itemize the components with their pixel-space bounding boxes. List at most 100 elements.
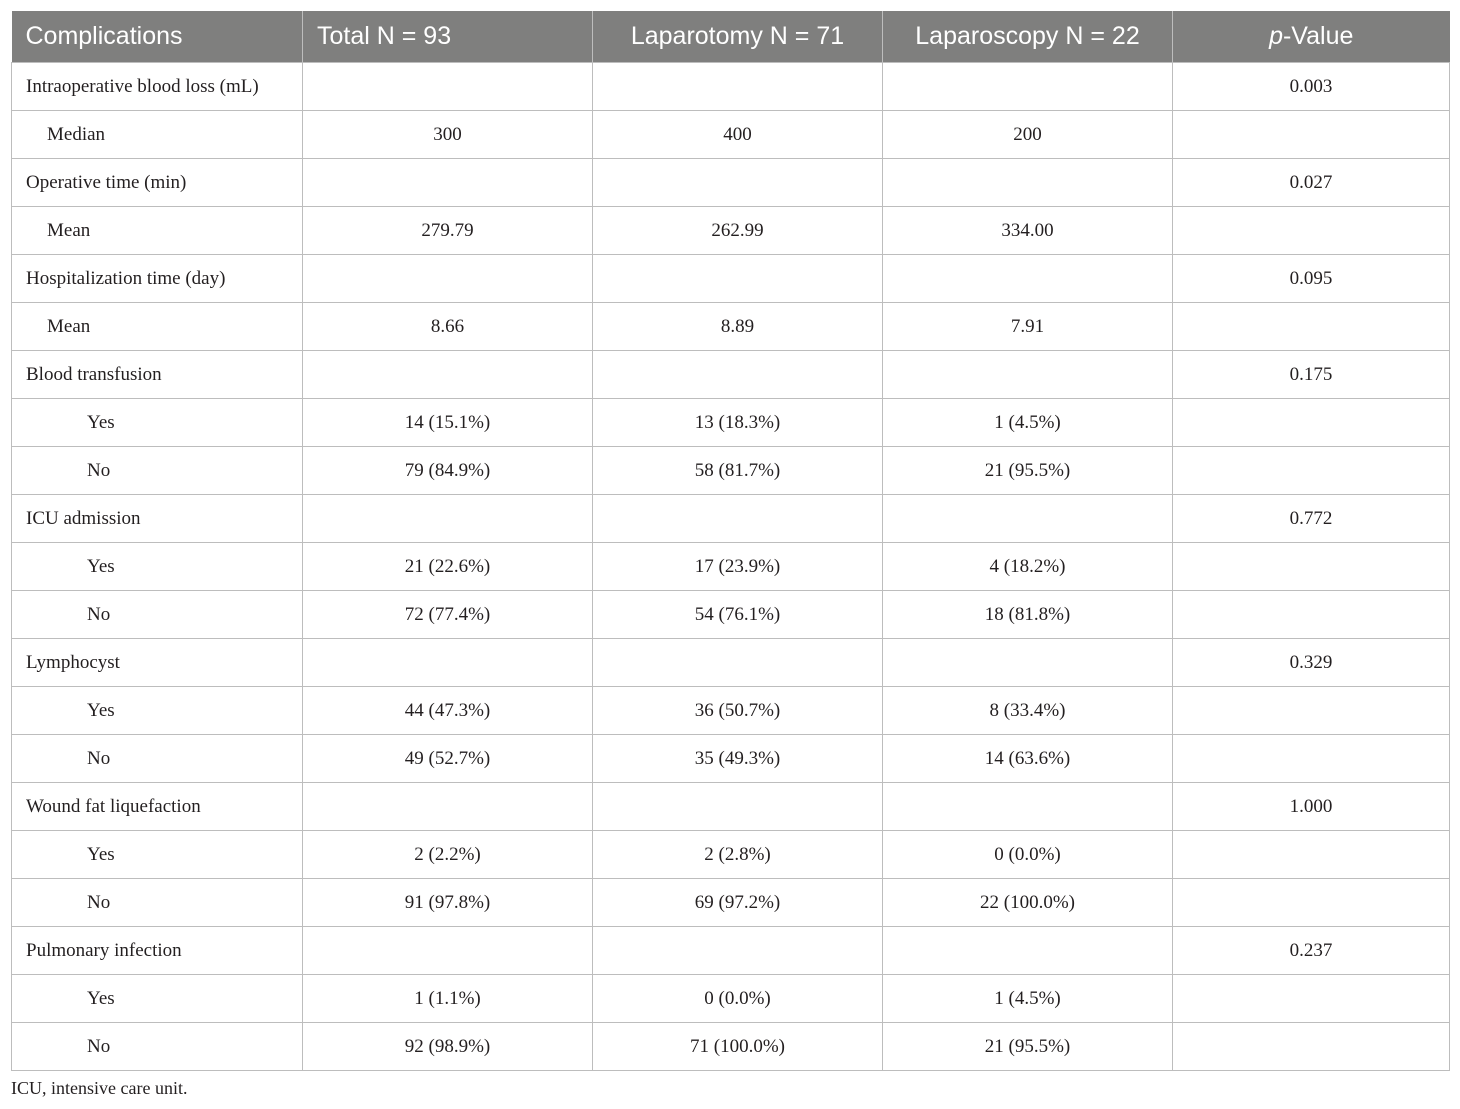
cell-p-value: 1.000 bbox=[1172, 782, 1450, 831]
cell-laparoscopy: 14 (63.6%) bbox=[882, 734, 1173, 783]
cell-p-value: 0.329 bbox=[1172, 638, 1450, 687]
header-p-value: p-Value bbox=[1172, 11, 1450, 63]
table-header: Complications Total N = 93 Laparotomy N … bbox=[11, 11, 1450, 63]
cell-laparoscopy: 4 (18.2%) bbox=[882, 542, 1173, 591]
cell-p-value bbox=[1172, 686, 1450, 735]
table-row: No 72 (77.4%) 54 (76.1%) 18 (81.8%) bbox=[11, 590, 1450, 639]
table-body: Intraoperative blood loss (mL) 0.003 Medi… bbox=[11, 62, 1450, 1071]
cell-laparotomy: 36 (50.7%) bbox=[592, 686, 883, 735]
cell-laparotomy bbox=[592, 158, 883, 207]
complications-table: Complications Total N = 93 Laparotomy N … bbox=[11, 11, 1450, 1071]
table-row: Hospitalization time (day) 0.095 bbox=[11, 254, 1450, 303]
cell-laparoscopy bbox=[882, 638, 1173, 687]
cell-laparotomy: 54 (76.1%) bbox=[592, 590, 883, 639]
header-row: Complications Total N = 93 Laparotomy N … bbox=[11, 11, 1450, 63]
table-row: Yes 14 (15.1%) 13 (18.3%) 1 (4.5%) bbox=[11, 398, 1450, 447]
cell-laparoscopy: 1 (4.5%) bbox=[882, 974, 1173, 1023]
table-row: Operative time (min) 0.027 bbox=[11, 158, 1450, 207]
cell-laparotomy: 8.89 bbox=[592, 302, 883, 351]
table-row: ICU admission 0.772 bbox=[11, 494, 1450, 543]
table-row: Mean 8.66 8.89 7.91 bbox=[11, 302, 1450, 351]
cell-total: 14 (15.1%) bbox=[302, 398, 593, 447]
cell-total bbox=[302, 350, 593, 399]
cell-p-value bbox=[1172, 590, 1450, 639]
row-label: Operative time (min) bbox=[11, 158, 303, 207]
cell-laparotomy: 400 bbox=[592, 110, 883, 159]
cell-total bbox=[302, 638, 593, 687]
cell-total bbox=[302, 254, 593, 303]
cell-total: 300 bbox=[302, 110, 593, 159]
cell-p-value bbox=[1172, 830, 1450, 879]
cell-laparotomy: 69 (97.2%) bbox=[592, 878, 883, 927]
cell-p-value: 0.772 bbox=[1172, 494, 1450, 543]
cell-laparotomy: 17 (23.9%) bbox=[592, 542, 883, 591]
table-row: Mean 279.79 262.99 334.00 bbox=[11, 206, 1450, 255]
table-row: Wound fat liquefaction 1.000 bbox=[11, 782, 1450, 831]
table-row: No 92 (98.9%) 71 (100.0%) 21 (95.5%) bbox=[11, 1022, 1450, 1071]
cell-laparotomy bbox=[592, 254, 883, 303]
table-row: Blood transfusion 0.175 bbox=[11, 350, 1450, 399]
table-row: Median 300 400 200 bbox=[11, 110, 1450, 159]
row-label: Yes bbox=[11, 974, 303, 1023]
cell-laparoscopy bbox=[882, 62, 1173, 111]
cell-laparotomy bbox=[592, 638, 883, 687]
table-row: Yes 1 (1.1%) 0 (0.0%) 1 (4.5%) bbox=[11, 974, 1450, 1023]
cell-laparoscopy bbox=[882, 782, 1173, 831]
row-label: No bbox=[11, 878, 303, 927]
row-label: No bbox=[11, 1022, 303, 1071]
table-row: No 49 (52.7%) 35 (49.3%) 14 (63.6%) bbox=[11, 734, 1450, 783]
table-row: Pulmonary infection 0.237 bbox=[11, 926, 1450, 975]
cell-laparotomy bbox=[592, 494, 883, 543]
cell-laparotomy bbox=[592, 782, 883, 831]
cell-total: 2 (2.2%) bbox=[302, 830, 593, 879]
cell-laparotomy: 58 (81.7%) bbox=[592, 446, 883, 495]
cell-laparotomy: 0 (0.0%) bbox=[592, 974, 883, 1023]
cell-total bbox=[302, 62, 593, 111]
cell-laparotomy: 71 (100.0%) bbox=[592, 1022, 883, 1071]
cell-total bbox=[302, 926, 593, 975]
row-label: Median bbox=[11, 110, 303, 159]
cell-total: 79 (84.9%) bbox=[302, 446, 593, 495]
cell-laparoscopy bbox=[882, 494, 1173, 543]
cell-p-value bbox=[1172, 110, 1450, 159]
cell-p-value bbox=[1172, 398, 1450, 447]
cell-laparotomy bbox=[592, 62, 883, 111]
table-footnote: ICU, intensive care unit. bbox=[11, 1078, 188, 1098]
cell-laparoscopy: 21 (95.5%) bbox=[882, 1022, 1173, 1071]
cell-p-value: 0.027 bbox=[1172, 158, 1450, 207]
cell-p-value bbox=[1172, 206, 1450, 255]
cell-p-value bbox=[1172, 302, 1450, 351]
cell-total bbox=[302, 158, 593, 207]
cell-laparoscopy: 1 (4.5%) bbox=[882, 398, 1173, 447]
header-laparotomy: Laparotomy N = 71 bbox=[592, 11, 883, 63]
table-row: No 91 (97.8%) 69 (97.2%) 22 (100.0%) bbox=[11, 878, 1450, 927]
header-p-letter: p bbox=[1269, 22, 1283, 50]
cell-p-value bbox=[1172, 1022, 1450, 1071]
cell-p-value: 0.095 bbox=[1172, 254, 1450, 303]
cell-laparoscopy bbox=[882, 254, 1173, 303]
cell-total: 72 (77.4%) bbox=[302, 590, 593, 639]
cell-total: 279.79 bbox=[302, 206, 593, 255]
table-row: No 79 (84.9%) 58 (81.7%) 21 (95.5%) bbox=[11, 446, 1450, 495]
cell-p-value bbox=[1172, 878, 1450, 927]
cell-laparotomy: 262.99 bbox=[592, 206, 883, 255]
row-label: Yes bbox=[11, 398, 303, 447]
cell-laparotomy: 2 (2.8%) bbox=[592, 830, 883, 879]
row-label: No bbox=[11, 734, 303, 783]
header-p-suffix: -Value bbox=[1282, 22, 1354, 50]
header-complications: Complications bbox=[11, 11, 303, 63]
cell-p-value: 0.237 bbox=[1172, 926, 1450, 975]
cell-total: 49 (52.7%) bbox=[302, 734, 593, 783]
cell-total: 44 (47.3%) bbox=[302, 686, 593, 735]
row-label: Hospitalization time (day) bbox=[11, 254, 303, 303]
cell-p-value bbox=[1172, 734, 1450, 783]
cell-laparotomy: 35 (49.3%) bbox=[592, 734, 883, 783]
row-label: Yes bbox=[11, 686, 303, 735]
cell-laparoscopy: 0 (0.0%) bbox=[882, 830, 1173, 879]
row-label: Mean bbox=[11, 206, 303, 255]
cell-laparoscopy: 200 bbox=[882, 110, 1173, 159]
cell-total: 21 (22.6%) bbox=[302, 542, 593, 591]
row-label: Intraoperative blood loss (mL) bbox=[11, 62, 303, 111]
cell-total: 92 (98.9%) bbox=[302, 1022, 593, 1071]
cell-laparoscopy bbox=[882, 158, 1173, 207]
